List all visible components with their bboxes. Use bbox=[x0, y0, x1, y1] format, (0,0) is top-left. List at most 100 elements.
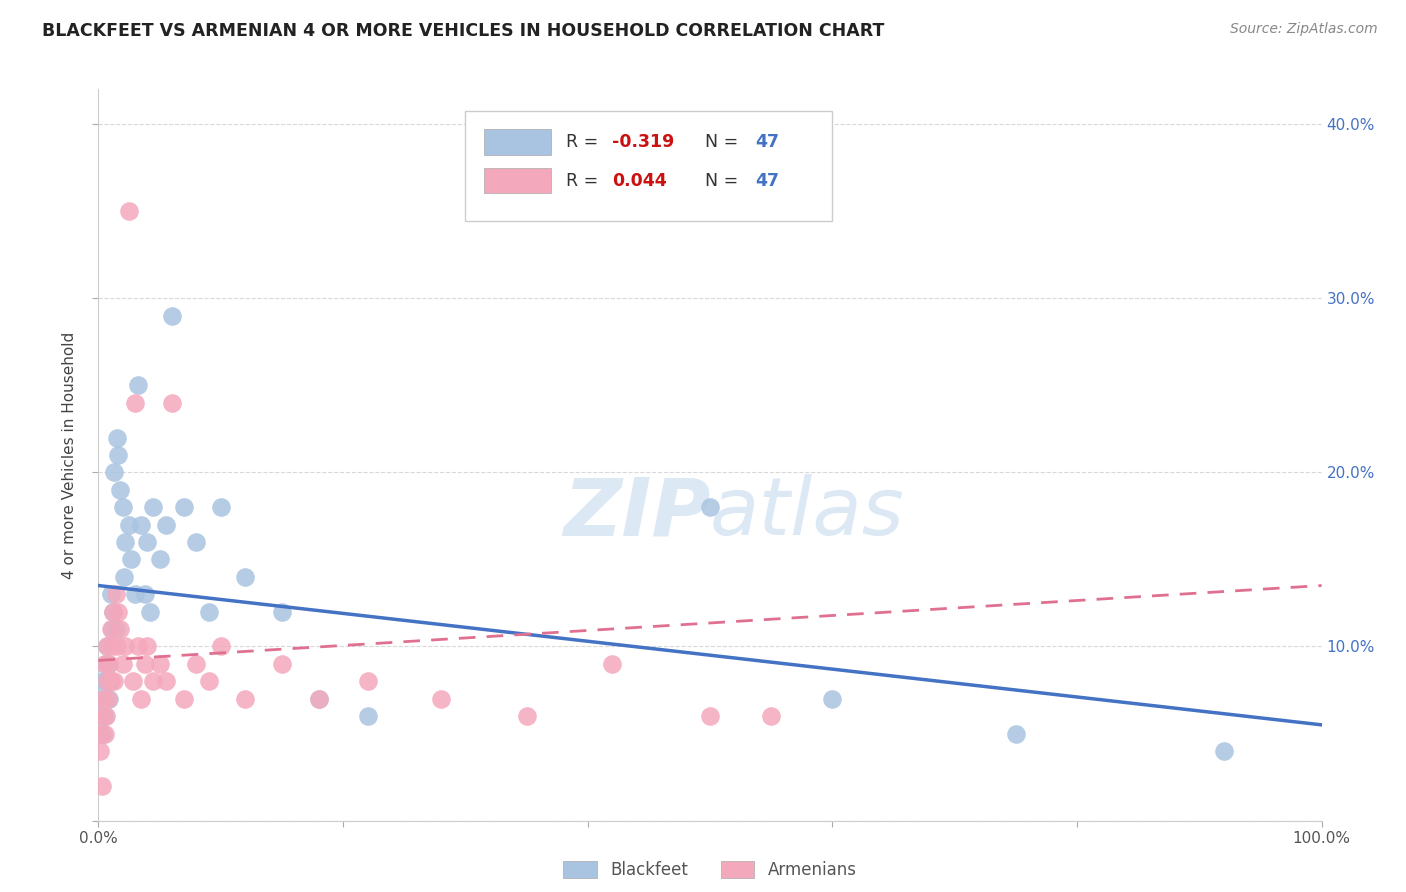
Point bbox=[129, 691, 152, 706]
Point bbox=[142, 674, 165, 689]
Point bbox=[101, 640, 124, 654]
Point bbox=[112, 570, 135, 584]
Text: 0.044: 0.044 bbox=[612, 171, 666, 190]
Point bbox=[111, 657, 134, 671]
Point bbox=[93, 657, 115, 671]
Point bbox=[105, 640, 128, 654]
Text: atlas: atlas bbox=[710, 475, 905, 552]
Point bbox=[124, 587, 146, 601]
Point bbox=[114, 535, 136, 549]
Point bbox=[100, 674, 122, 689]
Text: 47: 47 bbox=[755, 171, 779, 190]
Point bbox=[104, 622, 127, 636]
Point bbox=[89, 744, 111, 758]
Point bbox=[173, 500, 195, 515]
Point bbox=[118, 517, 141, 532]
Point bbox=[136, 535, 159, 549]
Point bbox=[139, 605, 162, 619]
Legend: Blackfeet, Armenians: Blackfeet, Armenians bbox=[557, 854, 863, 886]
Text: R =: R = bbox=[565, 171, 603, 190]
Point bbox=[186, 657, 208, 671]
Point bbox=[110, 622, 132, 636]
Point bbox=[186, 535, 208, 549]
Point bbox=[308, 691, 330, 706]
Point bbox=[93, 709, 115, 723]
Point bbox=[149, 552, 172, 566]
Point bbox=[100, 622, 122, 636]
Point bbox=[94, 709, 117, 723]
Text: Source: ZipAtlas.com: Source: ZipAtlas.com bbox=[1230, 22, 1378, 37]
Point bbox=[197, 605, 219, 619]
FancyBboxPatch shape bbox=[484, 129, 551, 154]
Point bbox=[101, 622, 124, 636]
Text: BLACKFEET VS ARMENIAN 4 OR MORE VEHICLES IN HOUSEHOLD CORRELATION CHART: BLACKFEET VS ARMENIAN 4 OR MORE VEHICLES… bbox=[42, 22, 884, 40]
Point bbox=[103, 466, 125, 480]
Point bbox=[101, 605, 124, 619]
Point bbox=[100, 587, 122, 601]
Point bbox=[96, 640, 118, 654]
Point bbox=[160, 395, 183, 409]
Point bbox=[90, 691, 112, 706]
Point bbox=[97, 691, 120, 706]
Point bbox=[96, 674, 118, 689]
Point bbox=[233, 570, 256, 584]
Point bbox=[120, 552, 142, 566]
Point bbox=[134, 657, 156, 671]
Point bbox=[209, 640, 232, 654]
Point bbox=[89, 709, 111, 723]
Point bbox=[121, 674, 143, 689]
Point bbox=[103, 674, 125, 689]
Point bbox=[91, 726, 114, 740]
Text: R =: R = bbox=[565, 133, 603, 151]
Point bbox=[91, 691, 114, 706]
Point bbox=[142, 500, 165, 515]
Point bbox=[356, 674, 378, 689]
Point bbox=[114, 640, 136, 654]
Point bbox=[91, 674, 114, 689]
Point bbox=[104, 587, 127, 601]
Point bbox=[155, 517, 177, 532]
Point bbox=[96, 640, 118, 654]
Point bbox=[107, 448, 129, 462]
Point bbox=[93, 726, 115, 740]
Point bbox=[270, 657, 294, 671]
Point bbox=[127, 378, 149, 392]
Point bbox=[129, 517, 152, 532]
Point bbox=[155, 674, 177, 689]
Point bbox=[105, 430, 128, 444]
Point bbox=[821, 691, 844, 706]
Point bbox=[173, 691, 195, 706]
Text: N =: N = bbox=[695, 133, 744, 151]
Point bbox=[91, 709, 114, 723]
Point bbox=[136, 640, 159, 654]
Point bbox=[1212, 744, 1234, 758]
Point bbox=[600, 657, 623, 671]
Point bbox=[96, 674, 118, 689]
Point bbox=[699, 500, 721, 515]
FancyBboxPatch shape bbox=[484, 168, 551, 194]
Point bbox=[197, 674, 219, 689]
Point bbox=[1004, 726, 1026, 740]
Point bbox=[98, 691, 121, 706]
Point bbox=[90, 726, 112, 740]
Point bbox=[94, 691, 117, 706]
Point bbox=[111, 500, 134, 515]
Point bbox=[118, 204, 141, 219]
Point bbox=[699, 709, 721, 723]
Point bbox=[91, 779, 114, 793]
Text: -0.319: -0.319 bbox=[612, 133, 675, 151]
FancyBboxPatch shape bbox=[465, 112, 832, 221]
Text: ZIP: ZIP bbox=[562, 475, 710, 552]
Text: N =: N = bbox=[695, 171, 744, 190]
Point bbox=[124, 395, 146, 409]
Point bbox=[134, 587, 156, 601]
Text: 47: 47 bbox=[755, 133, 779, 151]
Point bbox=[209, 500, 232, 515]
Point bbox=[270, 605, 294, 619]
Point bbox=[149, 657, 172, 671]
Point bbox=[93, 657, 115, 671]
Point bbox=[356, 709, 378, 723]
Point bbox=[233, 691, 256, 706]
Point bbox=[515, 709, 537, 723]
Y-axis label: 4 or more Vehicles in Household: 4 or more Vehicles in Household bbox=[62, 331, 77, 579]
